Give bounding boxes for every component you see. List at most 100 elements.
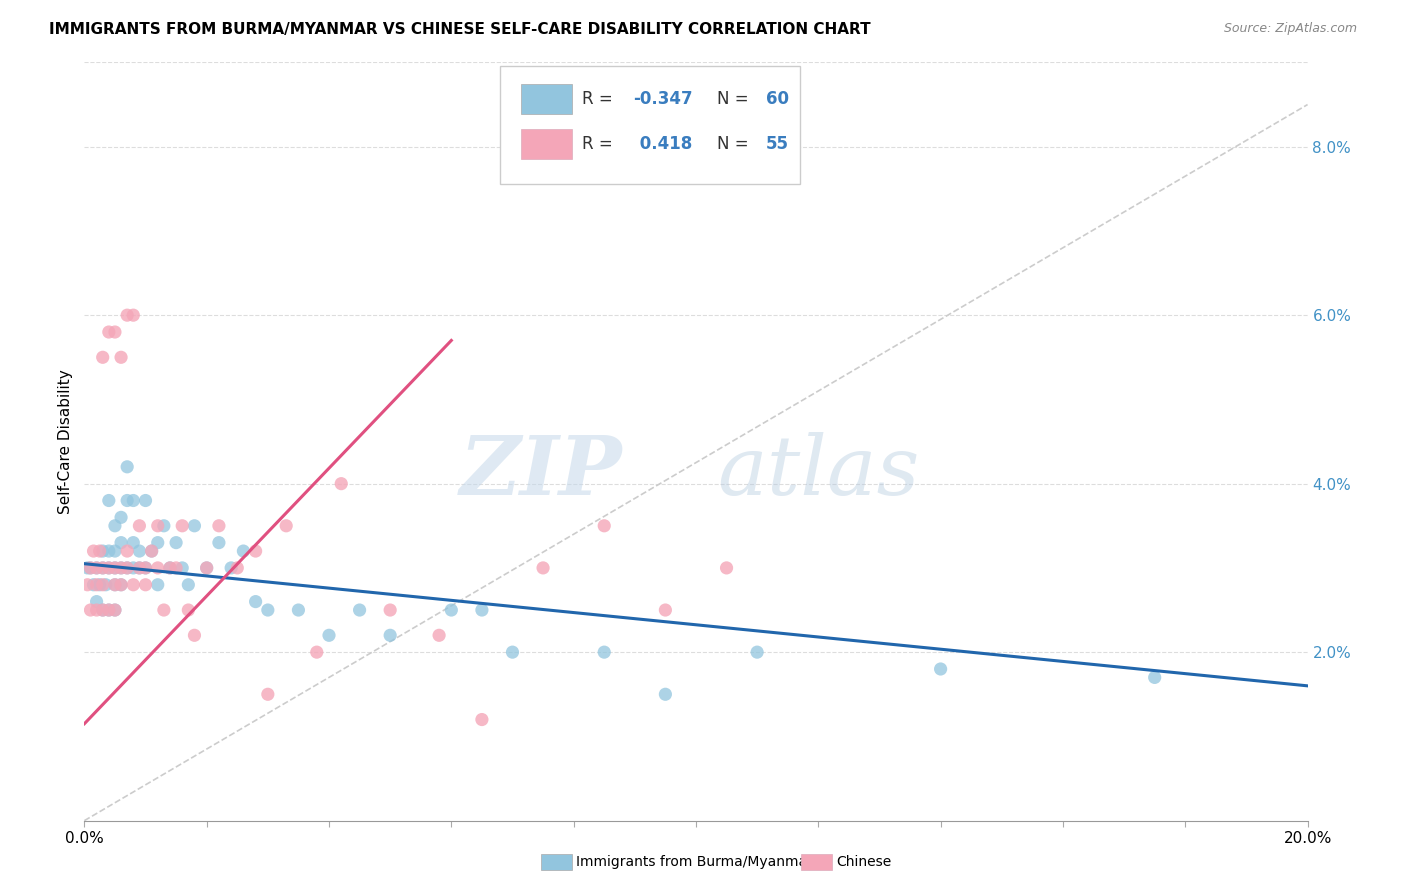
Point [318,628,340,642]
Text: Source: ZipAtlas.com: Source: ZipAtlas.com [1223,22,1357,36]
Point [79,561,101,575]
Point [208,535,231,549]
Point [172,518,194,533]
Point [91,561,114,575]
Point [654,687,676,701]
Point [128,518,150,533]
Point [89,578,111,592]
Point [257,603,280,617]
Point [122,493,145,508]
Text: 60: 60 [766,90,789,108]
Point [115,561,138,575]
Point [929,662,952,676]
Point [305,645,328,659]
Point [79,603,101,617]
Point [330,476,353,491]
Point [115,459,138,474]
Point [104,561,127,575]
Text: N =: N = [717,90,754,108]
Point [208,518,231,533]
Point [232,544,254,558]
Point [195,561,218,575]
Point [104,603,127,617]
Point [245,544,267,558]
Point [276,518,298,533]
Point [104,544,127,558]
Point [91,544,114,558]
Point [183,518,205,533]
Point [128,561,150,575]
Point [104,578,127,592]
Point [141,544,163,558]
Point [177,603,200,617]
Point [141,544,163,558]
Point [97,603,120,617]
Text: Immigrants from Burma/Myanmar: Immigrants from Burma/Myanmar [576,855,813,869]
Point [287,603,309,617]
Point [86,561,108,575]
Point [91,603,114,617]
Bar [522,84,572,114]
Point [86,594,108,608]
Point [110,561,132,575]
Point [122,308,145,322]
Point [94,578,117,592]
Text: Chinese: Chinese [837,855,891,869]
Point [83,578,105,592]
Point [97,561,120,575]
Point [172,561,194,575]
Point [427,628,450,642]
Point [593,518,616,533]
Point [219,561,242,575]
Point [245,594,267,608]
Point [195,561,218,575]
Point [110,561,132,575]
Point [177,578,200,592]
Point [1143,670,1166,684]
Point [91,561,114,575]
Text: ZIP: ZIP [460,432,623,512]
FancyBboxPatch shape [501,66,800,184]
Point [97,603,120,617]
Point [97,544,120,558]
Point [349,603,371,617]
Point [135,561,157,575]
Point [104,518,127,533]
Point [110,351,132,365]
Point [380,603,402,617]
Point [86,578,108,592]
Point [115,544,138,558]
Point [135,578,157,592]
Point [159,561,181,575]
Point [97,325,120,339]
Point [183,628,205,642]
Point [115,308,138,322]
Point [104,603,127,617]
Point [86,603,108,617]
Point [91,351,114,365]
Text: IMMIGRANTS FROM BURMA/MYANMAR VS CHINESE SELF-CARE DISABILITY CORRELATION CHART: IMMIGRANTS FROM BURMA/MYANMAR VS CHINESE… [49,22,870,37]
Point [153,518,176,533]
Point [122,578,145,592]
Point [502,645,524,659]
Point [135,493,157,508]
Point [89,544,111,558]
Point [135,561,157,575]
Y-axis label: Self-Care Disability: Self-Care Disability [58,369,73,514]
Point [153,603,176,617]
Point [110,510,132,524]
Point [115,561,138,575]
Point [76,561,98,575]
Point [91,578,114,592]
Point [226,561,249,575]
Text: 55: 55 [766,136,789,153]
Point [122,561,145,575]
Point [146,535,169,549]
Point [86,561,108,575]
Bar [522,129,572,160]
Point [380,628,402,642]
Text: 0.418: 0.418 [634,136,692,153]
Point [165,561,187,575]
Text: N =: N = [717,136,754,153]
Point [104,561,127,575]
